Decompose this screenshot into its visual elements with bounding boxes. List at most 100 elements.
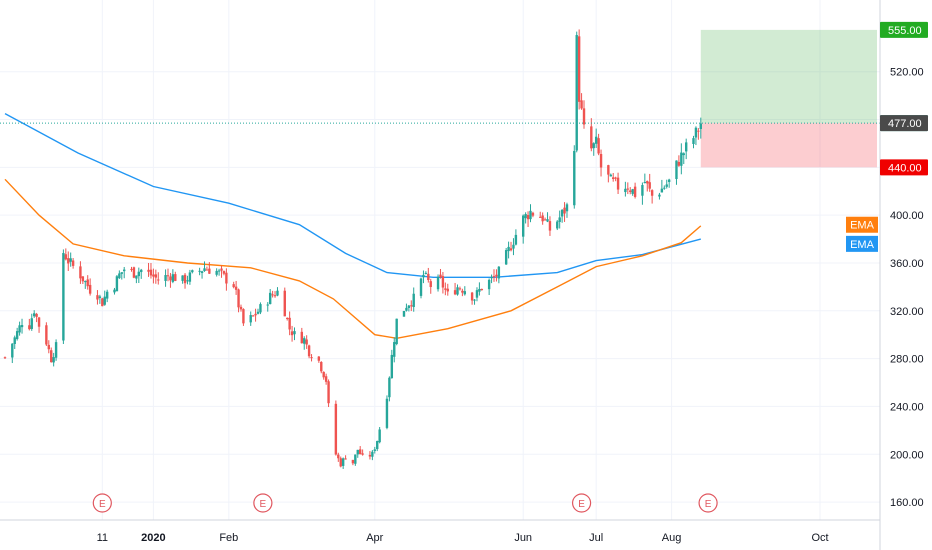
ema-tag-label: EMA (850, 220, 875, 232)
candle-body (47, 344, 50, 350)
candle-body (439, 274, 442, 278)
candle-body (234, 286, 238, 290)
candle-body (11, 343, 14, 358)
candle-body (13, 337, 16, 344)
candle-body (307, 345, 311, 357)
candle-body (446, 288, 449, 292)
earnings-marker-circle[interactable] (571, 493, 592, 513)
earnings-marker-circle[interactable] (698, 493, 718, 513)
candle-body (495, 274, 498, 277)
time-tick-label: Apr (366, 532, 383, 544)
candle-body (385, 398, 389, 428)
candle-body (251, 315, 255, 317)
earnings-marker-label: E (705, 499, 712, 510)
candle-body (28, 325, 31, 330)
candle-body (15, 331, 19, 340)
candle-body (157, 279, 160, 281)
profit-zone[interactable] (700, 29, 877, 124)
price-tick-label: 320.00 (890, 306, 924, 318)
candle-body (405, 307, 408, 311)
candle-body (140, 269, 143, 273)
candle-body (504, 250, 508, 265)
candle-body (86, 279, 89, 287)
candle-body (115, 276, 119, 292)
price-tag-label: 555.00 (888, 25, 922, 37)
candle-body (410, 305, 413, 307)
candle-body (444, 288, 447, 290)
candle-body (456, 287, 459, 295)
candle-body (629, 190, 632, 192)
candle-body (507, 246, 510, 252)
candle-body (543, 219, 547, 221)
candle-body (541, 215, 544, 222)
candle-body (3, 357, 7, 359)
time-tick-label: Feb (219, 532, 238, 544)
candle-body (290, 331, 294, 336)
ema-tag-label: EMA (850, 239, 875, 251)
candle-body (614, 177, 617, 179)
price-tag: 477.00 (880, 115, 928, 132)
candle-body (419, 278, 423, 296)
time-tick-label: 2020 (141, 532, 165, 544)
candle-body (132, 267, 136, 278)
time-axis[interactable]: 11 2020 Feb Apr Jun Jul Aug Oct (97, 532, 829, 544)
earnings-marker[interactable]: E (698, 493, 718, 513)
candle-body (626, 188, 630, 190)
candle-body (50, 350, 53, 363)
ema-value-tag: EMA (846, 216, 878, 233)
earnings-marker-circle[interactable] (92, 493, 112, 513)
candle-body (188, 272, 192, 282)
candle-body (560, 209, 564, 217)
candle-body (320, 361, 323, 372)
candle-body (215, 270, 218, 275)
candle-body (171, 274, 175, 282)
candle-body (599, 154, 603, 168)
long-position-tool[interactable] (700, 29, 877, 168)
candle-body (35, 313, 38, 317)
candle-body (677, 161, 681, 166)
candle-body (378, 429, 381, 443)
candle-body (675, 160, 678, 180)
earnings-marker[interactable]: E (571, 493, 592, 513)
candle-body (548, 221, 552, 231)
candle-body (473, 299, 476, 301)
candle-body (288, 317, 291, 330)
candle-body (436, 276, 440, 290)
candle-body (344, 458, 347, 460)
earnings-marker[interactable]: E (253, 493, 273, 513)
ema-short-line (4, 178, 702, 340)
candle-body (660, 188, 664, 193)
candle-body (52, 357, 55, 363)
price-tick-label: 200.00 (890, 449, 924, 461)
candle-body (354, 454, 357, 464)
candle-body (191, 270, 194, 273)
price-tag: 555.00 (880, 21, 928, 38)
candle-body (205, 269, 209, 271)
candle-body (371, 451, 374, 457)
earnings-marker-circle[interactable] (253, 493, 273, 513)
candle-body (268, 292, 272, 305)
candle-body (71, 260, 75, 266)
candle-body (120, 272, 123, 274)
candle-body (62, 253, 65, 341)
candle-body (692, 138, 695, 145)
candle-body (67, 258, 70, 264)
loss-zone[interactable] (700, 123, 877, 168)
time-tick-label: Jun (514, 532, 532, 544)
candle-body (64, 254, 68, 260)
candle-body (665, 184, 668, 187)
candle-body (103, 296, 106, 305)
candle-body (273, 295, 277, 297)
price-tag: 440.00 (880, 159, 928, 176)
earnings-marker[interactable]: E (92, 493, 112, 513)
candle-body (441, 276, 445, 288)
candle-body (393, 342, 396, 357)
candle-body (81, 276, 85, 282)
candle-body (631, 189, 634, 194)
candle-body (684, 142, 688, 152)
candle-body (149, 269, 153, 276)
candle-body (37, 317, 41, 327)
candle-body (113, 289, 116, 293)
